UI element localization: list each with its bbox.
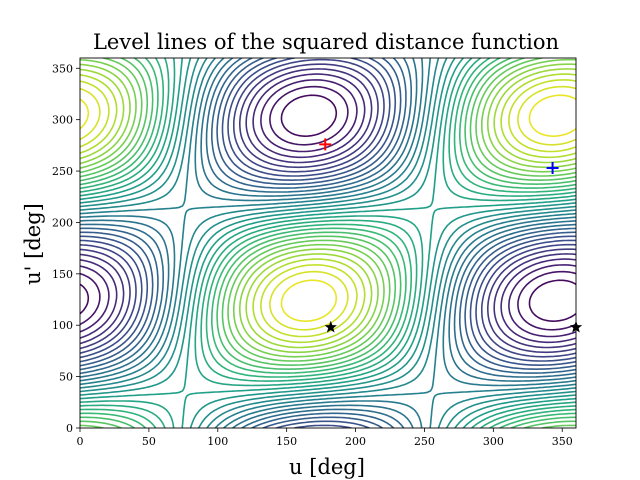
contour-level-22 [80, 58, 576, 428]
plot-frame [79, 57, 577, 429]
x-tick-label: 300 [483, 435, 504, 448]
contour-level-2 [80, 85, 576, 331]
contour-level-6 [80, 63, 576, 354]
contour-level-25 [80, 58, 576, 428]
contour-level-13 [80, 58, 576, 428]
contour-level-30 [80, 73, 576, 344]
contour-level-26 [80, 58, 576, 428]
y-tick-label: 100 [52, 319, 73, 332]
contour-level-21 [80, 58, 576, 428]
contour-level-5 [80, 68, 576, 349]
y-tick-label: 50 [59, 371, 73, 384]
y-axis-label: u' [deg] [21, 203, 45, 285]
y-tick-label: 350 [52, 62, 73, 75]
contour-level-29 [80, 68, 576, 349]
x-tick-label: 0 [77, 435, 84, 448]
contour-level-1 [80, 94, 576, 322]
y-axis: 0 50 100 150 200 250 300 350 [52, 62, 80, 435]
contour-level-4 [80, 73, 576, 344]
contour-level-7 [80, 58, 576, 358]
contour-lines [80, 58, 576, 428]
x-tick-label: 50 [142, 435, 156, 448]
y-tick-label: 250 [52, 165, 73, 178]
contour-level-24 [80, 58, 576, 428]
point-marker [546, 161, 559, 174]
contour-level-19 [80, 58, 576, 428]
contour-level-31 [80, 79, 576, 338]
contour-level-28 [80, 63, 576, 354]
chart-title: Level lines of the squared distance func… [93, 30, 559, 54]
maximum-marker [319, 138, 332, 151]
contour-level-3 [80, 79, 576, 338]
contour-level-27 [80, 58, 576, 358]
contour-level-11 [80, 58, 576, 428]
contour-level-18 [80, 58, 576, 428]
contour-level-33 [80, 94, 576, 322]
y-tick-label: 150 [52, 268, 73, 281]
contour-level-20 [80, 58, 576, 428]
x-tick-label: 250 [414, 435, 435, 448]
x-tick-label: 150 [276, 435, 297, 448]
x-axis-label: u [deg] [289, 455, 365, 479]
y-tick-label: 200 [52, 216, 73, 229]
contour-level-16 [80, 58, 576, 428]
x-tick-label: 350 [552, 435, 573, 448]
x-tick-label: 200 [345, 435, 366, 448]
y-tick-label: 0 [66, 422, 73, 435]
x-axis: 0 50 100 150 200 250 300 350 [77, 428, 573, 448]
contour-level-23 [80, 58, 576, 428]
x-tick-label: 100 [207, 435, 228, 448]
contour-level-32 [80, 85, 576, 331]
saddle-1-marker [324, 320, 337, 333]
y-tick-label: 300 [52, 114, 73, 127]
contour-level-14 [80, 58, 576, 428]
